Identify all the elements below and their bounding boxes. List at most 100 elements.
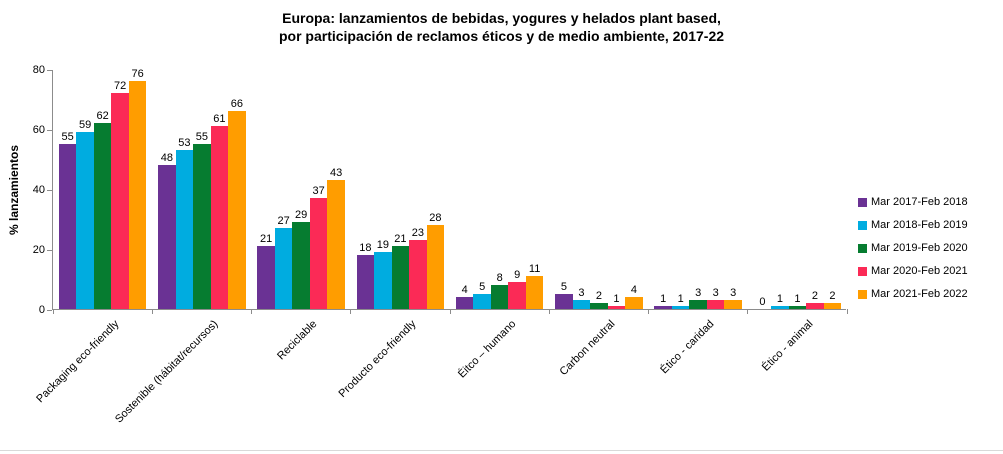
x-tick-mark — [350, 309, 352, 314]
legend-swatch — [858, 197, 867, 207]
bar-value-label: 1 — [613, 293, 620, 305]
legend-swatch — [858, 243, 867, 253]
legend-label: Mar 2019-Feb 2020 — [871, 242, 968, 254]
bar: 53 — [175, 137, 194, 309]
bar-value-label: 29 — [295, 209, 308, 221]
bar-value-label: 1 — [776, 293, 783, 305]
bar-value-label: 8 — [496, 272, 503, 284]
bar: 18 — [356, 242, 375, 309]
plot-area: 0 20 40 60 80 55 59 62 72 76 Packaging eco-friendl… — [33, 64, 848, 425]
y-tick-label: 80 — [32, 64, 45, 76]
category-label: Ético - animal — [760, 318, 816, 374]
y-tick-mark — [47, 189, 52, 191]
bar: 1 — [671, 293, 690, 309]
y-tick-mark — [47, 69, 52, 71]
x-tick-mark — [648, 309, 649, 314]
bar: 59 — [76, 119, 94, 309]
chart-title: Europa: lanzamientos de bebidas, yogures… — [278, 10, 725, 45]
y-tick-label: 40 — [32, 184, 45, 196]
bar-group: 18 19 21 23 28 — [351, 70, 450, 309]
bar: 23 — [409, 227, 427, 309]
bar: 5 — [473, 281, 491, 309]
bottom-divider — [0, 450, 1003, 451]
bar-value-label: 3 — [712, 287, 719, 299]
x-tick-mark — [52, 309, 54, 314]
bar: 66 — [228, 98, 246, 309]
bar-value-label: 55 — [61, 131, 74, 143]
bar: 62 — [93, 110, 112, 309]
bar-value-label: 9 — [514, 269, 521, 281]
bar: 4 — [625, 284, 643, 309]
bar-group: 55 59 62 72 76 — [53, 68, 152, 309]
y-axis-title: % lanzamientos — [7, 144, 21, 236]
bar-value-label: 21 — [394, 233, 407, 245]
x-tick-mark — [251, 309, 252, 314]
bar-value-label: 4 — [461, 284, 468, 296]
bar-value-label: 61 — [213, 113, 226, 125]
legend-swatch — [858, 289, 867, 299]
bar-value-label: 3 — [578, 287, 585, 299]
bar-value-label: 2 — [829, 290, 836, 302]
bar-value-label: 21 — [260, 233, 273, 245]
bar-value-label: 1 — [660, 293, 667, 305]
bar-value-label: 62 — [96, 110, 109, 122]
bar-value-label: 28 — [429, 212, 442, 224]
x-tick-mark — [747, 309, 749, 314]
bar: 1 — [607, 293, 626, 309]
x-tick-mark — [151, 309, 153, 314]
bar: 1 — [771, 293, 789, 309]
bar-value-label: 2 — [595, 290, 602, 302]
bar: 37 — [309, 185, 328, 309]
bar-value-label: 5 — [479, 281, 486, 293]
bar: 76 — [128, 68, 147, 309]
bar: 28 — [426, 212, 445, 309]
legend-label: Mar 2021-Feb 2022 — [871, 288, 968, 300]
y-tick-label: 60 — [32, 124, 45, 136]
bar: 3 — [724, 287, 742, 309]
bar-value-label: 76 — [131, 68, 144, 80]
bar-value-label: 11 — [528, 263, 541, 275]
bar: 4 — [455, 284, 474, 309]
bar: 3 — [706, 287, 725, 309]
bar: 2 — [823, 290, 842, 309]
bar-group: 21 27 29 37 43 — [252, 70, 351, 309]
bar: 21 — [257, 233, 275, 309]
bar-value-label: 48 — [160, 152, 173, 164]
bar-value-label: 59 — [79, 119, 92, 131]
legend-swatch — [858, 266, 867, 276]
bar-value-label: 19 — [376, 239, 389, 251]
legend-label: Mar 2017-Feb 2018 — [871, 196, 968, 208]
legend-label: Mar 2020-Feb 2021 — [871, 265, 968, 277]
x-tick-mark — [846, 309, 848, 314]
bar: 11 — [525, 263, 544, 309]
bar: 43 — [327, 167, 345, 309]
bar-value-label: 27 — [277, 215, 290, 227]
bar: 72 — [111, 80, 129, 309]
x-tick-mark — [449, 309, 451, 314]
bar-value-label: 5 — [560, 281, 567, 293]
bar: 29 — [292, 209, 310, 309]
bar: 55 — [193, 131, 211, 309]
bar-value-label: 2 — [811, 290, 818, 302]
bar: 1 — [788, 293, 807, 309]
bar-value-label: 0 — [759, 296, 766, 308]
bar: 3 — [572, 287, 591, 309]
legend-item: Mar 2020-Feb 2021 — [858, 265, 968, 277]
bar-value-label: 66 — [230, 98, 243, 110]
bar: 3 — [689, 287, 707, 309]
bar-group: 4 5 8 9 11 — [450, 70, 549, 309]
bar-value-label: 37 — [312, 185, 325, 197]
legend-item: Mar 2021-Feb 2022 — [858, 288, 968, 300]
bar: 55 — [58, 131, 77, 309]
y-tick-label: 20 — [32, 244, 45, 256]
bar: 19 — [374, 239, 392, 309]
y-tick-mark — [47, 309, 52, 311]
bar: 21 — [391, 233, 410, 309]
legend-item: Mar 2019-Feb 2020 — [858, 242, 968, 254]
bar: 48 — [158, 152, 176, 309]
bar: 27 — [274, 215, 293, 309]
bar-value-label: 4 — [630, 284, 637, 296]
